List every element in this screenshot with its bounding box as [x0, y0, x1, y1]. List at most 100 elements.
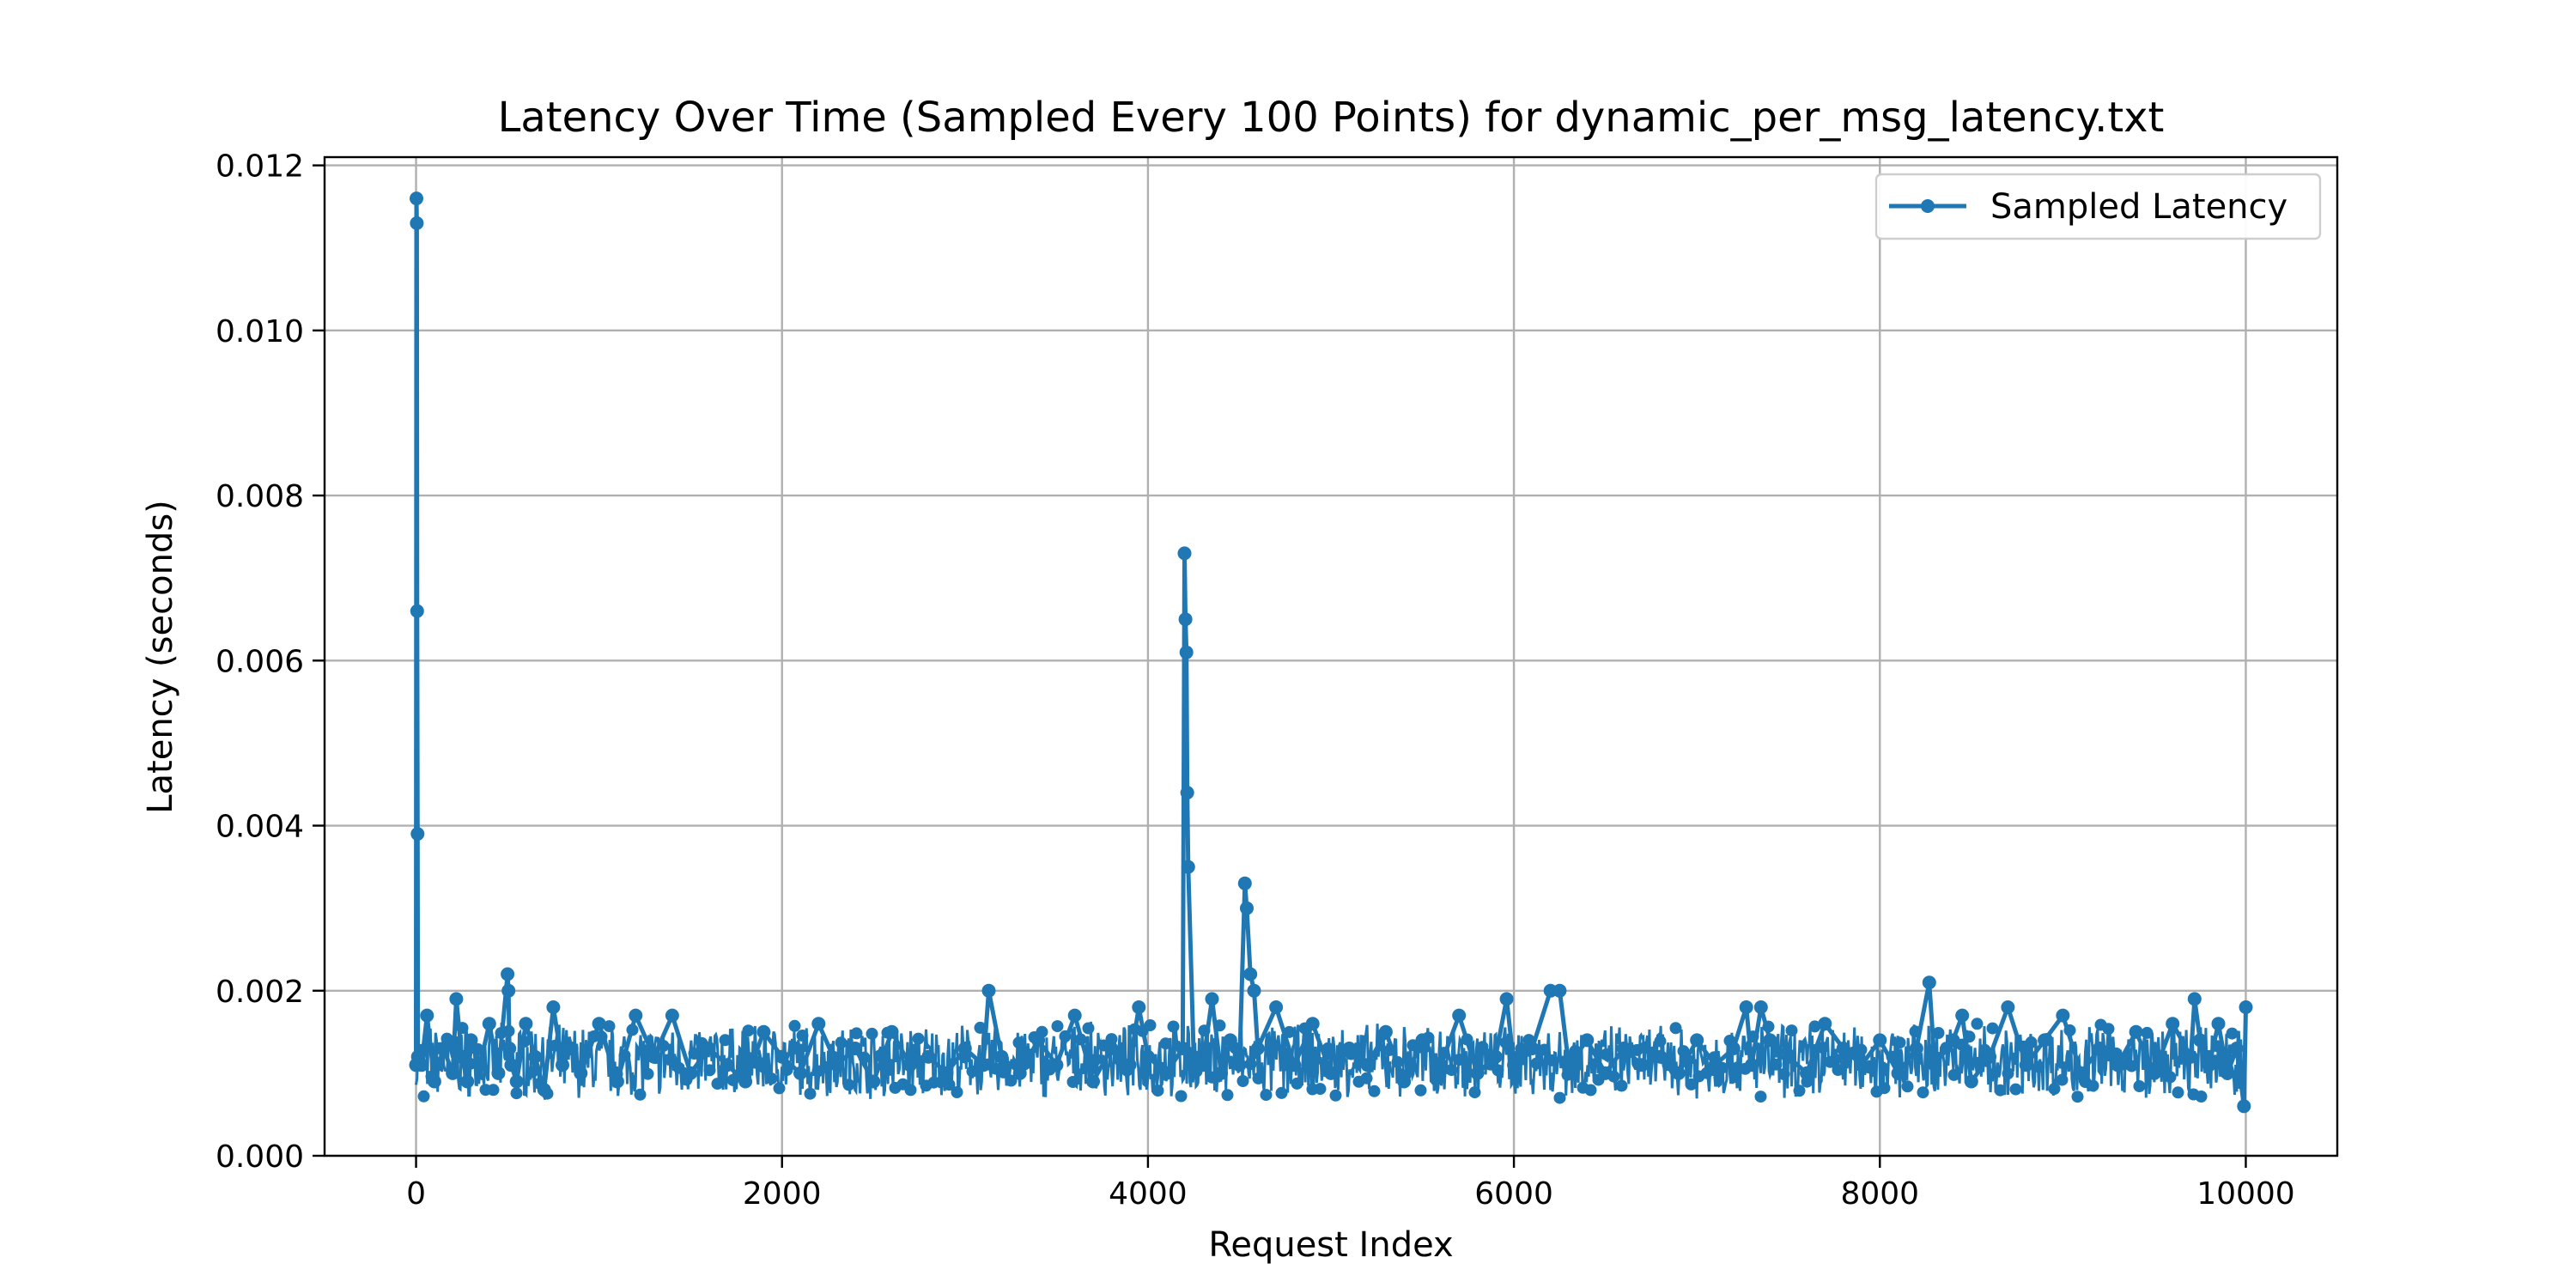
- data-point: [1552, 983, 1567, 998]
- data-point: [449, 992, 464, 1006]
- series-dense-point: [1012, 1036, 1025, 1049]
- data-point: [2187, 992, 2202, 1006]
- data-point: [1580, 1033, 1595, 1048]
- data-point: [1067, 1008, 1082, 1023]
- series-dense-point: [1654, 1035, 1667, 1048]
- x-tick-label: 0: [406, 1176, 426, 1212]
- data-point: [1653, 1049, 1668, 1064]
- data-point: [1342, 1042, 1357, 1055]
- series-dense-point: [2141, 1026, 2154, 1039]
- data-point: [410, 604, 424, 618]
- data-point: [1287, 1058, 1302, 1072]
- data-point: [2239, 1000, 2253, 1014]
- data-point: [1243, 967, 1258, 981]
- data-point: [647, 1049, 661, 1064]
- series-dense-point: [742, 1024, 755, 1037]
- data-point: [829, 1058, 844, 1072]
- data-point: [2229, 1042, 2244, 1055]
- series-dense-point: [1005, 1074, 1018, 1087]
- series-dense-point: [1105, 1033, 1118, 1046]
- data-point: [537, 1083, 551, 1097]
- series-dense-point: [2172, 1086, 2184, 1099]
- data-point: [1181, 860, 1195, 874]
- series-dense-point: [1499, 1036, 1512, 1049]
- data-point: [491, 1066, 506, 1080]
- series-dense-point: [788, 1019, 801, 1032]
- data-point: [460, 1074, 475, 1089]
- series-dense-point: [1244, 1058, 1257, 1071]
- data-point: [1086, 1074, 1100, 1089]
- y-tick-label: 0.006: [216, 644, 304, 679]
- data-point: [1635, 1058, 1649, 1072]
- series-dense-point: [2195, 1091, 2208, 1103]
- data-point: [1031, 1033, 1046, 1048]
- data-point: [1708, 1058, 1722, 1072]
- data-point: [1753, 1000, 1768, 1014]
- data-point: [1360, 1058, 1375, 1072]
- series-layer: [409, 191, 2253, 1114]
- series-dense-point: [1515, 1042, 1528, 1055]
- series-dense-point: [1615, 1079, 1628, 1092]
- data-point: [2056, 1008, 2070, 1023]
- chart-title: Latency Over Time (Sampled Every 100 Poi…: [498, 94, 2165, 142]
- data-point: [811, 1017, 826, 1031]
- series-dense-point: [703, 1064, 716, 1077]
- series-dense-point: [2102, 1023, 2115, 1036]
- data-point: [610, 1074, 624, 1089]
- data-point: [1507, 1058, 1522, 1072]
- data-point: [1525, 1042, 1540, 1055]
- data-point: [848, 1042, 862, 1055]
- plot-frame: [323, 155, 2339, 1157]
- series-dense-point: [1530, 1057, 1543, 1070]
- series-dense-point: [1785, 1024, 1798, 1037]
- series-dense-point: [2032, 1060, 2045, 1073]
- y-tick-label: 0.012: [216, 149, 304, 185]
- series-dense-point: [1584, 1084, 1597, 1097]
- data-point: [1488, 1049, 1503, 1064]
- series-dense-point: [1468, 1086, 1481, 1099]
- data-point: [2221, 1066, 2235, 1080]
- series-dense-point: [2009, 1083, 2022, 1096]
- series-dense-point: [1986, 1022, 1999, 1035]
- series-dense-point: [1414, 1084, 1427, 1097]
- series-dense-point: [1151, 1084, 1164, 1097]
- data-point: [1891, 1066, 1905, 1080]
- x-tick-label: 4000: [1109, 1176, 1188, 1212]
- series-dense-point: [1066, 1076, 1079, 1088]
- data-point: [1012, 1066, 1027, 1080]
- series-dense-point: [842, 1078, 855, 1091]
- data-point: [994, 1049, 1009, 1064]
- x-axis: 0 2000 4000 6000 8000 10000: [406, 1156, 2295, 1212]
- series-dense-point: [1917, 1086, 1929, 1099]
- series-dense-point: [1878, 1082, 1891, 1095]
- series-dense-point: [1368, 1084, 1381, 1097]
- legend-marker-sample: [1921, 199, 1935, 213]
- data-point: [2166, 1017, 2180, 1031]
- data-point: [1250, 1042, 1265, 1055]
- data-point: [793, 1066, 807, 1080]
- data-point: [427, 1074, 441, 1089]
- data-point: [1177, 546, 1192, 561]
- series-dense-point: [1754, 1091, 1767, 1103]
- data-point: [702, 1042, 716, 1055]
- series-dense-point: [603, 1020, 616, 1033]
- series-dense-point: [1893, 1036, 1906, 1049]
- data-point: [1247, 983, 1261, 998]
- data-point: [1745, 1058, 1759, 1072]
- data-point: [1205, 992, 1219, 1006]
- series-dense-point: [1291, 1077, 1303, 1090]
- legend: Sampled Latency: [1874, 173, 2322, 240]
- y-axis: 0.000 0.002 0.004 0.006 0.008 0.010 0.012: [216, 149, 325, 1175]
- data-point: [1132, 1000, 1146, 1014]
- series-dense-point: [1329, 1089, 1342, 1102]
- series-dense-point: [2071, 1091, 2084, 1103]
- data-point: [556, 1058, 569, 1072]
- y-tick-label: 0.008: [216, 479, 304, 514]
- data-point: [2074, 1066, 2088, 1080]
- x-tick-label: 10000: [2196, 1176, 2295, 1212]
- series-dense-point: [1051, 1020, 1064, 1033]
- data-point: [1616, 1042, 1631, 1055]
- data-point: [1159, 1066, 1174, 1080]
- data-point: [1240, 901, 1254, 915]
